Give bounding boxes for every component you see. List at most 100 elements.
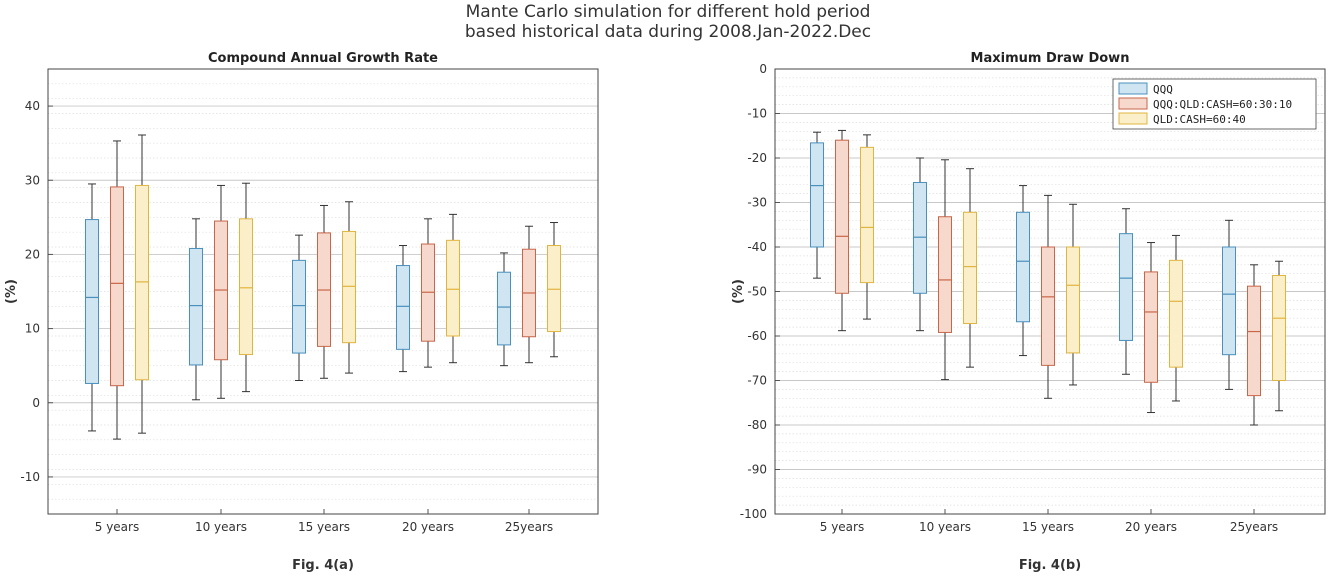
legend-entry: QLD:CASH=60:40 — [1153, 113, 1246, 126]
box-mix — [1247, 264, 1261, 426]
figure-caption: Fig. 4(b) — [1019, 558, 1081, 573]
y-axis-label: (%) — [731, 279, 746, 304]
box-mix — [1041, 194, 1055, 399]
axes-title: Compound Annual Growth Rate — [208, 51, 438, 66]
iqr-box — [810, 142, 824, 248]
iqr-box — [1041, 246, 1055, 366]
y-axis-label: (%) — [4, 279, 19, 304]
y-tick-label: -40 — [747, 240, 767, 254]
x-tick-label: 15 years — [1022, 520, 1074, 534]
y-tick-label: -20 — [747, 151, 767, 165]
y-tick-label: -70 — [747, 374, 767, 388]
legend-entry: QQQ — [1153, 83, 1173, 96]
y-tick-label: 40 — [25, 99, 40, 113]
box-qqq — [1119, 208, 1133, 375]
figure-caption: Fig. 4(a) — [292, 558, 354, 573]
iqr-box — [1144, 271, 1158, 383]
box-mix — [110, 140, 124, 440]
x-tick-label: 10 years — [919, 520, 971, 534]
iqr-box — [110, 186, 124, 387]
chart-cagr: -10 0 10 20 30 40 Compound Annual Growth Rate (… — [4, 51, 599, 573]
box-mix — [835, 129, 849, 332]
iqr-box — [292, 259, 306, 354]
box-qld-cash — [1169, 234, 1183, 402]
y-tick-label: -80 — [747, 418, 767, 432]
box-mix — [938, 159, 952, 381]
iqr-box — [1247, 285, 1261, 397]
chart-max-drawdown: 0 -10 -20 -30 -40 -50 -60 -70 -80 -90 -100 Maximum … — [731, 51, 1326, 573]
iqr-box — [497, 271, 511, 346]
y-tick-label: -60 — [747, 329, 767, 343]
y-tick-label: 0 — [759, 62, 767, 76]
axes-frame — [47, 68, 599, 515]
legend: QQQ QQQ:QLD:CASH=60:30:10 QLD:CASH=60:40 — [1112, 78, 1317, 130]
iqr-box — [963, 211, 977, 325]
iqr-box — [85, 219, 99, 384]
iqr-box — [189, 247, 203, 366]
box-qld-cash — [963, 168, 977, 368]
box-qld-cash — [860, 134, 874, 320]
y-tick-label: -10 — [747, 107, 767, 121]
box-qld-cash — [1272, 260, 1286, 412]
iqr-box — [860, 146, 874, 284]
box-mix — [522, 225, 536, 364]
box-qld-cash — [446, 213, 460, 364]
x-tick-label: 20 years — [1125, 520, 1177, 534]
y-tick-label: -50 — [747, 285, 767, 299]
x-tick-label: 5 years — [820, 520, 864, 534]
box-qqq — [497, 252, 511, 367]
iqr-box — [938, 216, 952, 333]
iqr-box — [1222, 246, 1236, 356]
box-mix — [421, 218, 435, 368]
y-tick-label: 30 — [25, 173, 40, 187]
box-qld-cash — [239, 182, 253, 393]
y-tick-label: 10 — [25, 322, 40, 336]
box-mix — [1144, 242, 1158, 414]
y-tick-label: 20 — [25, 247, 40, 261]
iqr-box — [547, 245, 561, 333]
iqr-box — [135, 184, 149, 381]
x-tick-label: 25years — [1230, 520, 1278, 534]
x-tick-label: 25years — [505, 520, 553, 534]
y-tick-label: 0 — [32, 396, 40, 410]
box-mix — [317, 204, 331, 379]
legend-swatch — [1118, 82, 1148, 95]
y-tick-label: -30 — [747, 196, 767, 210]
box-qqq — [1016, 185, 1030, 357]
iqr-box — [342, 230, 356, 344]
box-qld-cash — [1066, 203, 1080, 386]
axes-title: Maximum Draw Down — [971, 51, 1130, 66]
x-tick-label: 10 years — [195, 520, 247, 534]
x-tick-label: 5 years — [95, 520, 139, 534]
box-qqq — [396, 245, 410, 373]
x-tick-label: 15 years — [298, 520, 350, 534]
iqr-box — [396, 265, 410, 350]
iqr-box — [1016, 211, 1030, 323]
iqr-box — [239, 218, 253, 356]
iqr-box — [1272, 274, 1286, 382]
box-qqq — [810, 131, 824, 279]
box-qld-cash — [547, 222, 561, 358]
box-qqq — [85, 183, 99, 432]
iqr-box — [1119, 233, 1133, 341]
iqr-box — [913, 181, 927, 294]
legend-entry: QQQ:QLD:CASH=60:30:10 — [1153, 98, 1292, 111]
box-qqq — [292, 234, 306, 381]
figure-title-line2: based historical data during 2008.Jan-20… — [464, 22, 872, 42]
x-tick-label: 20 years — [402, 520, 454, 534]
iqr-box — [446, 239, 460, 337]
box-qqq — [1222, 219, 1236, 390]
box-qqq — [913, 157, 927, 332]
box-qld-cash — [135, 134, 149, 434]
y-tick-label: -10 — [20, 470, 40, 484]
legend-swatch — [1118, 97, 1148, 110]
iqr-box — [835, 139, 849, 294]
axes-frame — [774, 68, 1326, 515]
figure-title-line1: Mante Carlo simulation for different hol… — [465, 2, 871, 22]
legend-swatch — [1118, 112, 1148, 125]
y-tick-label: -100 — [740, 507, 767, 521]
box-mix — [214, 184, 228, 399]
iqr-box — [1066, 246, 1080, 354]
box-qqq — [189, 218, 203, 401]
